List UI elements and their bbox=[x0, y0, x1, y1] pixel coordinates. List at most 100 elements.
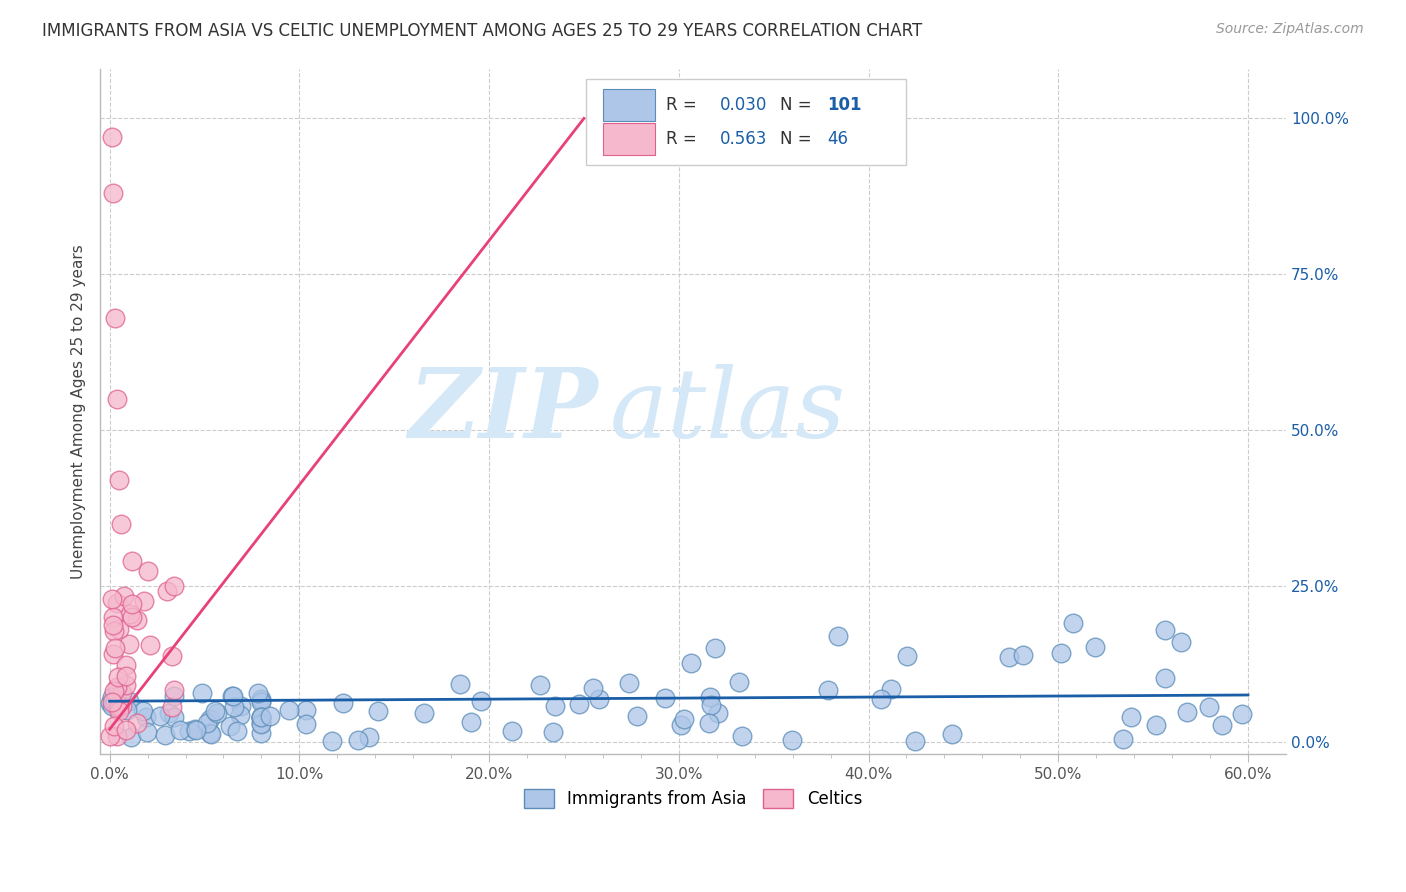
Text: N =: N = bbox=[779, 130, 817, 148]
Point bbox=[229, 699, 252, 714]
Point bbox=[294, 716, 316, 731]
Point bbox=[115, 723, 138, 738]
Point bbox=[198, 712, 221, 726]
Point bbox=[111, 686, 134, 700]
Point bbox=[100, 697, 122, 711]
Point bbox=[121, 553, 143, 567]
Point bbox=[153, 729, 176, 743]
Point bbox=[250, 710, 273, 724]
Point bbox=[103, 624, 125, 638]
Point bbox=[114, 589, 136, 603]
Point bbox=[896, 649, 918, 664]
Point bbox=[157, 706, 180, 721]
Point bbox=[617, 676, 640, 690]
Text: 46: 46 bbox=[827, 130, 848, 148]
Point bbox=[160, 649, 183, 664]
Text: 101: 101 bbox=[827, 95, 862, 114]
Point bbox=[294, 703, 316, 717]
Text: R =: R = bbox=[666, 130, 702, 148]
Point bbox=[250, 711, 273, 725]
Point bbox=[101, 690, 124, 705]
Point bbox=[105, 596, 128, 610]
Point bbox=[160, 700, 183, 714]
Point bbox=[1153, 671, 1175, 685]
Point bbox=[827, 629, 849, 643]
Point bbox=[104, 310, 127, 325]
Point bbox=[460, 715, 482, 730]
Point bbox=[120, 730, 142, 744]
Point bbox=[179, 723, 201, 738]
Point bbox=[250, 694, 273, 708]
Point bbox=[1198, 699, 1220, 714]
Point bbox=[226, 724, 249, 739]
Point bbox=[903, 733, 925, 747]
Point bbox=[880, 682, 903, 697]
Point bbox=[229, 708, 252, 723]
Y-axis label: Unemployment Among Ages 25 to 29 years: Unemployment Among Ages 25 to 29 years bbox=[72, 244, 86, 579]
Point bbox=[347, 732, 370, 747]
Point bbox=[105, 392, 128, 406]
Point bbox=[321, 733, 343, 747]
Point bbox=[697, 715, 720, 730]
Point bbox=[100, 695, 122, 709]
Point bbox=[118, 637, 141, 651]
Point bbox=[108, 473, 131, 487]
Point bbox=[222, 700, 245, 714]
Point bbox=[671, 718, 693, 732]
Point bbox=[413, 706, 436, 721]
Point bbox=[108, 704, 131, 718]
Point bbox=[529, 678, 551, 692]
Point bbox=[105, 681, 128, 695]
Point bbox=[107, 670, 129, 684]
Point bbox=[101, 699, 124, 714]
Point bbox=[163, 682, 186, 697]
Point bbox=[1154, 623, 1177, 637]
Point bbox=[200, 727, 222, 741]
Point bbox=[101, 610, 124, 624]
Text: Source: ZipAtlas.com: Source: ZipAtlas.com bbox=[1216, 22, 1364, 37]
Point bbox=[707, 706, 730, 720]
Point bbox=[101, 591, 124, 606]
Point bbox=[870, 692, 893, 706]
Point bbox=[198, 726, 221, 740]
Point bbox=[1111, 732, 1133, 747]
Point bbox=[780, 732, 803, 747]
Point bbox=[654, 691, 676, 706]
Point bbox=[250, 717, 273, 731]
Point bbox=[184, 723, 207, 737]
Point bbox=[108, 623, 131, 637]
Point bbox=[941, 727, 963, 741]
Point bbox=[132, 704, 155, 718]
Text: 0.030: 0.030 bbox=[720, 95, 768, 114]
Point bbox=[1144, 718, 1167, 732]
Point bbox=[103, 647, 125, 661]
Point bbox=[501, 723, 523, 738]
Point bbox=[1062, 616, 1084, 631]
FancyBboxPatch shape bbox=[603, 89, 655, 120]
Point bbox=[118, 694, 141, 708]
Text: N =: N = bbox=[779, 95, 817, 114]
Point bbox=[1084, 640, 1107, 654]
Point bbox=[259, 709, 281, 723]
Point bbox=[250, 710, 273, 724]
Point bbox=[134, 594, 156, 608]
Point bbox=[110, 516, 132, 531]
Point bbox=[278, 702, 301, 716]
Point bbox=[205, 706, 228, 720]
Point bbox=[139, 638, 162, 652]
Point bbox=[107, 699, 129, 714]
Point bbox=[250, 715, 273, 730]
Point bbox=[250, 710, 273, 724]
Point bbox=[449, 677, 471, 691]
Point bbox=[222, 689, 245, 703]
Point bbox=[103, 186, 125, 201]
Point bbox=[1230, 706, 1253, 721]
Point bbox=[127, 613, 149, 627]
Point bbox=[1050, 646, 1073, 660]
Point bbox=[672, 712, 695, 726]
Point bbox=[470, 694, 492, 708]
Point bbox=[121, 609, 143, 624]
Point bbox=[731, 729, 754, 743]
Point bbox=[681, 656, 703, 670]
Point bbox=[626, 709, 648, 723]
